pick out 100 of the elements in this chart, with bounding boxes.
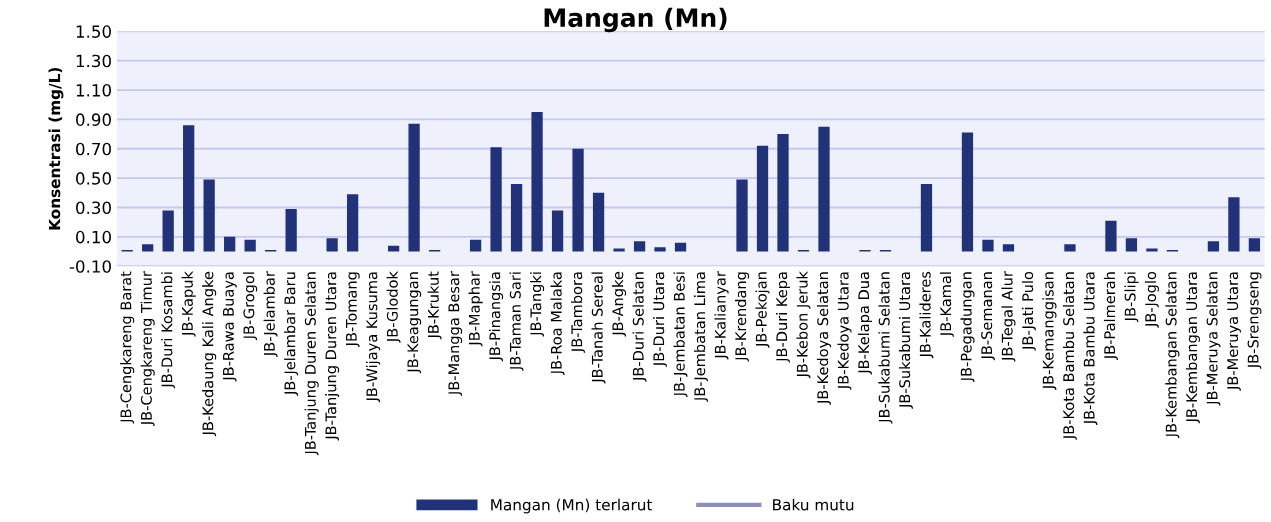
x-tick-label: JB-Kebon Jeruk [796, 271, 811, 379]
bar [203, 179, 215, 252]
bar [387, 245, 400, 252]
x-tick-label: JB-Maphar [468, 271, 483, 347]
x-tick-label: JB-Semanan [981, 272, 995, 361]
bar [961, 132, 974, 252]
bar [551, 210, 564, 252]
x-tick-label: JB-Kamal [939, 272, 954, 337]
y-tick-label: 1.50 [76, 25, 111, 38]
bar [1146, 248, 1158, 252]
y-tick-label: 1.10 [76, 84, 111, 97]
y-axis-title: Konsentrasi (mg/L) [48, 67, 64, 230]
x-tick-label: JB-Kemanggisan [1042, 272, 1057, 390]
x-tick-label: JB-Duri Utara [652, 272, 667, 367]
x-tick-label: JB-Cengkareng Timur [140, 271, 155, 426]
bar [572, 148, 584, 252]
bar [162, 210, 174, 252]
x-tick-label: JB-Sukabumi Utara [898, 272, 913, 409]
x-tick-label: JB-Pegadungan [960, 272, 975, 383]
bar [777, 134, 789, 252]
x-tick-label: JB-Jelambar [263, 271, 278, 357]
x-tick-label: JB-Angke [612, 271, 627, 337]
x-tick-label: JB-Kalianyar [714, 271, 729, 360]
bar [1125, 238, 1138, 252]
bar [183, 125, 195, 252]
x-tick-label: JB-Jembatan Lima [693, 272, 708, 402]
bar [736, 179, 748, 252]
x-tick-label: JB-Tanah Sereal [591, 272, 606, 384]
bar [982, 239, 994, 252]
x-tick-label: JB-Srengseng [1247, 272, 1262, 369]
bar [346, 194, 359, 252]
x-tick-label: JB-Tangki [530, 272, 545, 337]
bar [1207, 241, 1220, 252]
y-tick-label: 0.70 [76, 142, 111, 156]
bar [1064, 244, 1076, 252]
bar [285, 208, 297, 252]
x-tick-label: JB-Cengkareng Barat [120, 271, 135, 424]
x-tick-label: JB-Glodok [386, 271, 401, 343]
x-tick-label: JB-Kembangan Selatan [1165, 272, 1180, 439]
bar [244, 239, 256, 252]
x-tick-label: JB-Jelambar Baru [284, 272, 299, 396]
x-tick-label: JB-Kapuk [181, 271, 196, 337]
x-tick-label: JB-Keagungan [407, 272, 422, 374]
x-tick-label: JB-Meruya Selatan [1206, 272, 1221, 406]
x-tick-label: JB-Kedoya Selatan [816, 272, 832, 405]
x-tick-label: JB-Duri Kepa [775, 272, 791, 363]
x-tick-label: JB-Kota Bambu Utara [1083, 272, 1098, 425]
x-tick-label: JB-Kota Bambu Selatan [1062, 272, 1077, 440]
x-tick-label: JB-Palmerah [1103, 272, 1118, 360]
x-tick-label: JB-Kelapa Dua [857, 272, 873, 375]
bar [142, 244, 154, 252]
x-tick-label: JB-Meruya Utara [1227, 272, 1241, 391]
y-tick-label: 0.90 [76, 113, 111, 126]
bar [326, 238, 338, 252]
legend-label: Mangan (Mn) terlarut [491, 498, 653, 514]
chart-title: Mangan (Mn) [544, 7, 727, 33]
bar [224, 236, 236, 252]
x-tick-label: JB-Kedaung Kali Angke [202, 271, 217, 437]
bar [469, 239, 482, 252]
x-tick-label: JB-Grogol [243, 272, 258, 341]
y-tick-label: 0.10 [76, 230, 111, 244]
x-tick-label: JB-Tomang [346, 272, 360, 348]
bar [592, 192, 605, 252]
x-tick-label: JB-Tanjung Duren Selatan [304, 272, 319, 456]
x-tick-label: JB-Sukabumi Selatan [878, 272, 893, 424]
bar [613, 248, 625, 252]
bar [920, 184, 933, 252]
x-tick-label: JB-Jembatan Besi [673, 272, 688, 398]
x-tick-label: JB-Rawa Buaya [223, 272, 237, 382]
x-tick-label: JB-Kedoya Utara [837, 272, 852, 390]
bar [818, 126, 830, 252]
bar [490, 147, 502, 252]
x-tick-label: JB-Krendang [734, 272, 750, 362]
x-tick-label: JB-Tegal Alur [1001, 271, 1016, 362]
bar [1228, 197, 1240, 252]
bar [756, 145, 769, 252]
bar [654, 247, 666, 252]
x-tick-label: JB-Roa Malaka [550, 272, 565, 376]
x-tick-label: JB-Tanjung Duren Utara [325, 272, 340, 441]
x-tick-label: JB-Slipi [1124, 272, 1139, 323]
x-tick-label: JB-Pekojan [755, 272, 770, 348]
bar [1002, 244, 1015, 252]
y-tick-label: 0.50 [76, 172, 111, 185]
x-tick-label: JB-Joglo [1144, 271, 1159, 328]
bar [674, 242, 687, 252]
x-tick-label: JB-Mangga Besar [448, 271, 463, 396]
x-tick-label: JB-Kembangan Utara [1185, 272, 1200, 424]
bar [633, 241, 646, 252]
x-tick-label: JB-Tambora [571, 272, 586, 353]
x-tick-label: JB-Krukut [427, 271, 442, 340]
x-tick-label: JB-Kalideres [919, 271, 934, 359]
x-tick-label: JB-Jati Pulo [1021, 271, 1036, 351]
legend-label: Baku mutu [773, 498, 854, 511]
bar [531, 112, 543, 252]
x-tick-label: JB-Pinangsia [489, 272, 504, 362]
y-tick-label: 1.30 [76, 54, 111, 68]
bar [408, 123, 420, 252]
bar [1248, 238, 1261, 252]
x-tick-label: JB-Duri Selatan [632, 272, 647, 382]
x-tick-label: JB-Duri Kosambi [161, 272, 176, 389]
